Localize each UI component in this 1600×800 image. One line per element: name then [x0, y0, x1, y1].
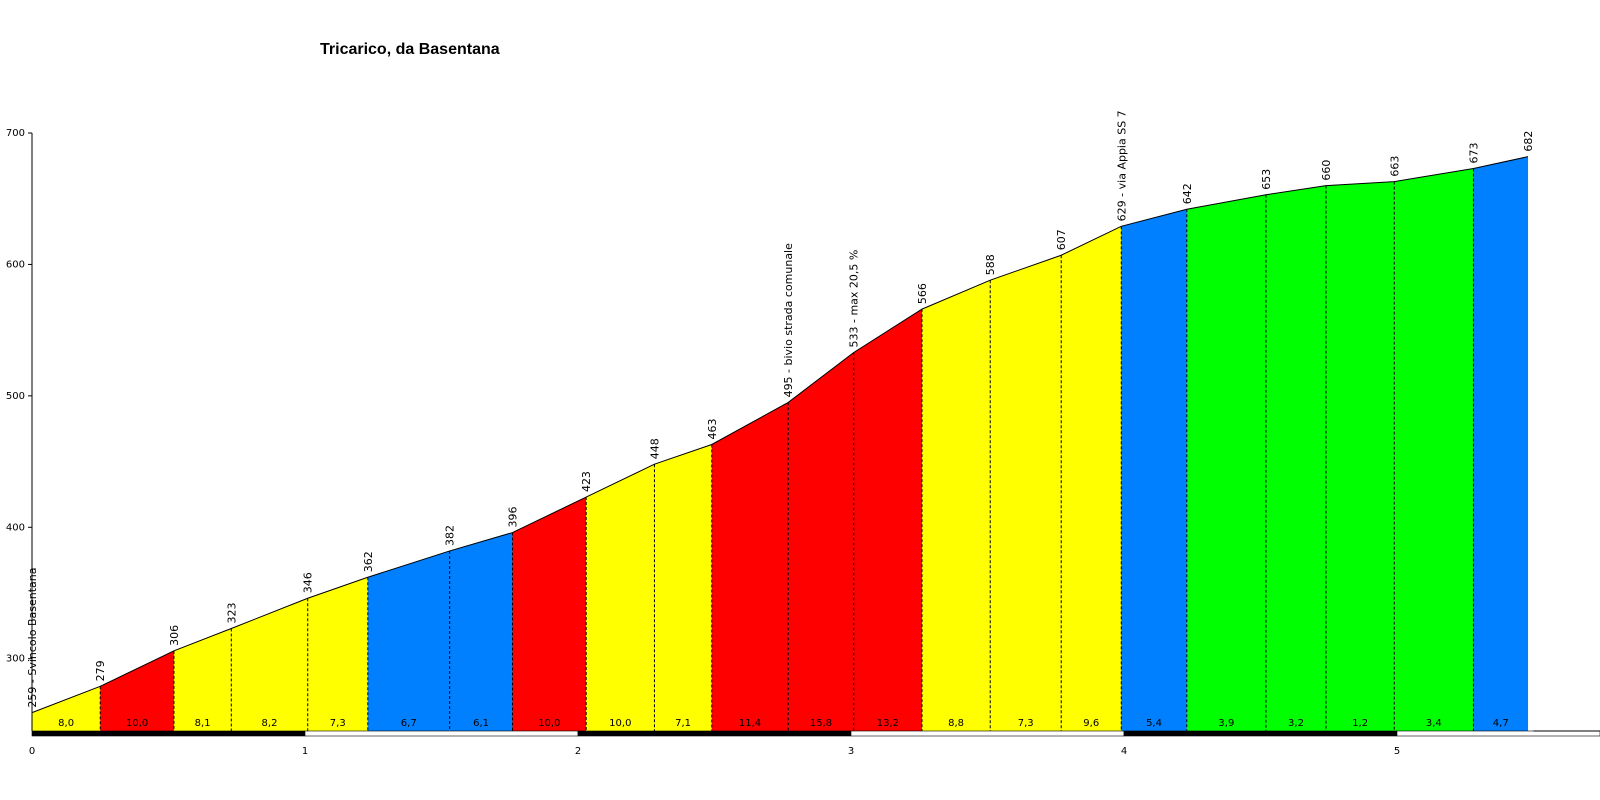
- gradient-label: 7,3: [330, 718, 346, 729]
- elevation-label: 306: [168, 625, 181, 646]
- km-band: [31, 730, 306, 737]
- gradient-label: 10,0: [538, 718, 560, 729]
- elevation-label: 362: [362, 551, 375, 572]
- elevation-label: 653: [1260, 169, 1273, 190]
- profile-segment: [100, 650, 174, 731]
- segment-fills: [32, 156, 1529, 732]
- y-tick-label: 400: [6, 522, 25, 533]
- profile-segment: [853, 309, 922, 731]
- profile-segment: [711, 402, 789, 731]
- gradient-label: 8,0: [58, 718, 74, 729]
- gradient-label: 6,7: [401, 718, 417, 729]
- profile-segment: [367, 550, 450, 731]
- chart-title: Tricarico, da Basentana: [320, 41, 500, 58]
- gradient-label: 3,9: [1218, 718, 1234, 729]
- elevation-label: 566: [916, 283, 929, 304]
- elevation-label: 463: [706, 418, 719, 439]
- km-band: [1123, 730, 1398, 737]
- elevation-label: 673: [1467, 142, 1480, 163]
- profile-segment: [921, 280, 991, 731]
- gradient-label: 3,4: [1426, 718, 1442, 729]
- gradient-label: 6,1: [473, 718, 489, 729]
- profile-segment: [231, 598, 308, 731]
- profile-segment: [1394, 168, 1474, 731]
- elevation-label: 423: [580, 471, 593, 492]
- km-band: [850, 730, 1125, 737]
- elevation-label: 279: [94, 660, 107, 681]
- gradient-label: 9,6: [1083, 718, 1099, 729]
- gradient-label: 8,1: [195, 718, 211, 729]
- gradient-label: 10,0: [126, 718, 148, 729]
- profile-line: [31, 156, 1529, 714]
- elevation-label: 588: [984, 254, 997, 275]
- profile-segment: [32, 686, 101, 731]
- profile-segment: [1326, 181, 1395, 732]
- gradient-label: 8,8: [948, 718, 964, 729]
- profile-segment: [586, 464, 655, 731]
- elevation-label: 448: [648, 438, 661, 459]
- x-tick-label: 4: [1121, 746, 1127, 757]
- profile-segment: [173, 628, 232, 731]
- profile-segment: [654, 444, 712, 731]
- elevation-label: 682: [1522, 131, 1535, 152]
- elevation-label: 629 - via Appia SS 7: [1115, 110, 1128, 221]
- elevation-label: 495 - bivio strada comunale: [782, 243, 795, 398]
- elevation-label: 663: [1388, 156, 1401, 177]
- profile-segment: [307, 577, 368, 731]
- x-tick-label: 2: [575, 746, 581, 757]
- profile-segment: [788, 352, 854, 731]
- profile-segment: [449, 532, 513, 731]
- gradient-label: 7,3: [1018, 718, 1034, 729]
- elevation-label: 323: [225, 602, 238, 623]
- profile-line-group: [31, 156, 1529, 714]
- x-tick-label: 3: [848, 746, 854, 757]
- gradient-label: 1,2: [1352, 718, 1368, 729]
- gradient-label: 5,4: [1146, 718, 1162, 729]
- gradient-label: 13,2: [877, 718, 899, 729]
- elevation-label: 396: [506, 507, 519, 528]
- y-tick-label: 300: [6, 654, 25, 665]
- elevation-labels: 259 - Svincolo Basentana 279 306 323 346 362 3…: [26, 110, 1535, 707]
- profile-segment: [1121, 209, 1187, 731]
- elevation-label: 382: [444, 525, 457, 546]
- profile-segment: [1061, 226, 1122, 732]
- profile-segment: [512, 497, 587, 731]
- km-band: [304, 730, 579, 737]
- profile-segment: [990, 255, 1062, 731]
- gradient-label: 15,8: [810, 718, 832, 729]
- y-tick-label: 700: [6, 128, 25, 139]
- x-tick-label: 0: [29, 746, 35, 757]
- gradient-label: 8,2: [262, 718, 278, 729]
- profile-segment: [1473, 156, 1529, 731]
- elevation-label: 660: [1320, 160, 1333, 181]
- gradient-labels: 8,0 10,0 8,1 8,2 7,3 6,7 6,1 10,0 10,0 7,1 11,4 15,…: [58, 718, 1509, 729]
- km-band: [1396, 730, 1600, 737]
- gradient-label: 7,1: [675, 718, 691, 729]
- gradient-label: 3,2: [1288, 718, 1304, 729]
- x-tick-label: 5: [1394, 746, 1400, 757]
- elevation-label: 346: [302, 572, 315, 593]
- elevation-label: 533 - max 20,5 %: [848, 250, 861, 348]
- axes: 300 400 500 600 700 0 1 2 3 4 5: [6, 128, 1600, 757]
- elevation-label: 259 - Svincolo Basentana: [26, 568, 39, 708]
- gradient-label: 10,0: [609, 718, 631, 729]
- gradient-label: 11,4: [739, 718, 761, 729]
- elevation-label: 642: [1181, 183, 1194, 204]
- y-tick-label: 600: [6, 259, 25, 270]
- elevation-label: 607: [1055, 229, 1068, 250]
- y-tick-label: 500: [6, 391, 25, 402]
- km-band: [577, 730, 852, 737]
- profile-segment: [1186, 194, 1266, 731]
- x-tick-label: 1: [302, 746, 308, 757]
- segment-dividers: [99, 168, 1474, 731]
- profile-segment: [1265, 185, 1327, 732]
- gradient-label: 4,7: [1493, 718, 1509, 729]
